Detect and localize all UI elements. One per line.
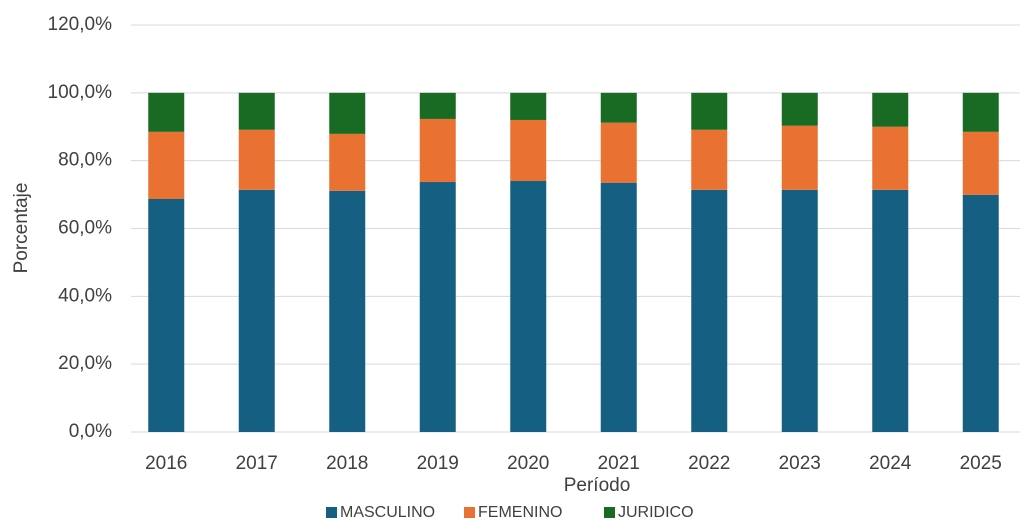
bar-segment	[419, 92, 456, 119]
legend-label: JURIDICO	[618, 504, 694, 521]
bar-segment	[329, 92, 366, 134]
legend-swatch	[464, 507, 475, 518]
legend-swatch	[326, 507, 337, 518]
bar-segment	[691, 92, 728, 130]
legend-label: FEMENINO	[478, 504, 562, 521]
x-tick-label: 2024	[869, 453, 912, 474]
bar-segment	[510, 92, 547, 120]
bar-segment	[962, 131, 999, 195]
x-tick-label: 2018	[326, 453, 368, 474]
legend-label: MASCULINO	[340, 504, 435, 521]
x-tick-label: 2019	[417, 453, 459, 474]
y-tick-label: 120,0%	[48, 14, 113, 35]
bar-segment	[510, 181, 547, 432]
bar-segment	[600, 122, 637, 183]
bar-segment	[238, 92, 275, 130]
x-tick-label: 2020	[507, 453, 549, 474]
bar-segment	[600, 182, 637, 432]
bar-segment	[962, 92, 999, 132]
bar-segment	[872, 189, 909, 432]
bar-segment	[600, 92, 637, 123]
bar-segment	[238, 189, 275, 432]
bar-segment	[329, 133, 366, 191]
bar-segment	[872, 126, 909, 190]
bar-segment	[691, 189, 728, 432]
y-axis-title: Porcentaje	[11, 183, 32, 274]
x-tick-label: 2021	[598, 453, 640, 474]
bar-segment	[781, 189, 818, 432]
y-tick-label: 20,0%	[58, 353, 112, 374]
y-tick-label: 40,0%	[58, 285, 112, 306]
y-tick-label: 0,0%	[69, 421, 112, 442]
bar-segment	[148, 92, 185, 132]
x-tick-label: 2017	[236, 453, 278, 474]
bar-segment	[962, 194, 999, 432]
bar-segment	[238, 129, 275, 190]
bar-segment	[510, 119, 547, 182]
x-tick-label: 2022	[688, 453, 730, 474]
x-tick-label: 2023	[779, 453, 821, 474]
bar-segment	[148, 198, 185, 432]
bar-segment	[781, 92, 818, 126]
x-axis-title: Período	[564, 475, 631, 496]
legend-swatch	[604, 507, 615, 518]
bar-segment	[148, 131, 185, 199]
bar-segment	[781, 125, 818, 190]
bar-segment	[329, 190, 366, 432]
y-tick-label: 80,0%	[58, 150, 112, 171]
y-tick-label: 100,0%	[48, 82, 113, 103]
x-tick-label: 2016	[145, 453, 187, 474]
x-tick-label: 2025	[960, 453, 1002, 474]
bar-segment	[691, 129, 728, 190]
bar-segment	[419, 182, 456, 432]
y-tick-label: 60,0%	[58, 218, 112, 239]
bar-segment	[872, 92, 909, 127]
bar-segment	[419, 118, 456, 183]
